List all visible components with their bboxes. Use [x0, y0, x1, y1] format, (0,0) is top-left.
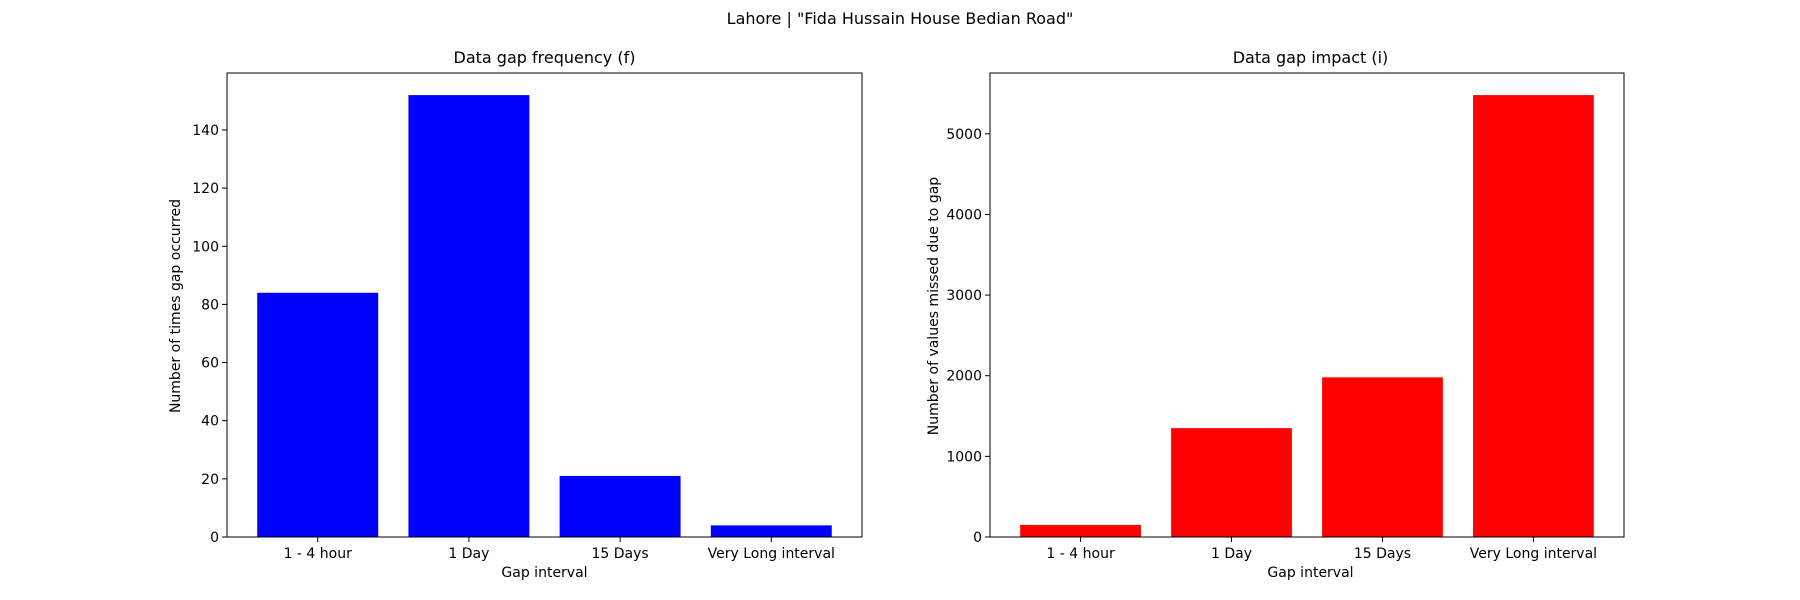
- y-tick-label-6: 120: [192, 181, 219, 197]
- y-tick-label-0: 0: [973, 530, 982, 546]
- y-tick-label-0: 0: [210, 530, 219, 546]
- y-tick-label-5: 5000: [946, 127, 982, 143]
- y-tick-label-4: 80: [201, 297, 219, 313]
- x-axis-label: Gap interval: [1267, 565, 1353, 581]
- bar-2: [559, 475, 681, 537]
- x-tick-label-2: 15 Days: [591, 546, 648, 562]
- chart-title: Data gap impact (i): [1233, 48, 1389, 67]
- axes-frame: [989, 72, 1625, 538]
- y-tick-label-2: 40: [201, 414, 219, 430]
- y-axis-label: Number of values missed due to gap: [926, 177, 942, 435]
- y-tick-label-5: 100: [192, 239, 219, 255]
- x-tick-label-2: 15 Days: [1354, 546, 1411, 562]
- x-tick-label-3: Very Long interval: [708, 546, 835, 562]
- x-tick-label-1: 1 Day: [1211, 546, 1252, 562]
- bar-0: [257, 292, 379, 537]
- chart-gap-impact: Data gap impact (i) Gap interval Number …: [926, 48, 1625, 581]
- figure-suptitle: Lahore | "Fida Hussain House Bedian Road…: [727, 9, 1074, 28]
- bar-3: [1473, 95, 1594, 537]
- bar-0: [1020, 524, 1141, 537]
- y-tick-label-1: 1000: [946, 449, 982, 465]
- x-tick-label-0: 1 - 4 hour: [284, 546, 353, 562]
- plot-area: 1 - 4 hour 1 Day 15 Days Very Long interval…: [192, 72, 863, 562]
- axes-frame: [226, 72, 863, 538]
- bar-2: [1322, 377, 1443, 537]
- y-tick-label-3: 60: [201, 356, 219, 372]
- x-tick-label-0: 1 - 4 hour: [1046, 546, 1115, 562]
- plot-area: 1 - 4 hour 1 Day 15 Days Very Long interval…: [946, 72, 1625, 562]
- bar-3: [710, 525, 832, 537]
- y-tick-label-2: 2000: [946, 369, 982, 385]
- x-tick-label-3: Very Long interval: [1470, 546, 1597, 562]
- y-tick-label-7: 140: [192, 123, 219, 139]
- y-tick-label-3: 3000: [946, 288, 982, 304]
- bar-1: [1171, 428, 1292, 537]
- y-tick-label-4: 4000: [946, 207, 982, 223]
- y-tick-label-1: 20: [201, 472, 219, 488]
- x-tick-label-1: 1 Day: [448, 546, 489, 562]
- x-axis-label: Gap interval: [501, 565, 587, 581]
- y-axis-label: Number of times gap occurred: [168, 199, 184, 413]
- chart-gap-frequency: Data gap frequency (f) Gap interval Numb…: [168, 48, 863, 581]
- bar-1: [408, 95, 530, 537]
- chart-title: Data gap frequency (f): [454, 48, 636, 67]
